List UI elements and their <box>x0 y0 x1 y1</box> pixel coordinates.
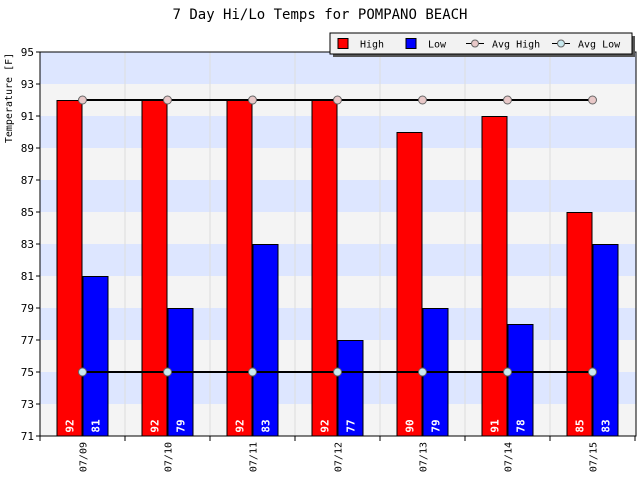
y-tick-label: 91 <box>21 110 34 123</box>
grid-band <box>40 116 636 148</box>
avg-low-point <box>588 367 597 377</box>
bar-label-low: 77 <box>345 419 358 432</box>
y-tick-label: 81 <box>21 270 34 283</box>
y-tick-label: 75 <box>21 366 34 379</box>
avg-low-point <box>418 367 427 377</box>
bar-label-high: 91 <box>489 419 502 433</box>
legend: High Low Avg High Avg Low <box>329 32 635 57</box>
legend-label: Avg Low <box>578 40 621 51</box>
bar-label-low: 83 <box>600 419 613 432</box>
avg-low-point <box>163 367 172 377</box>
bar-label-high: 92 <box>64 419 77 432</box>
avg-high-point <box>503 95 512 105</box>
bar-low <box>252 244 279 437</box>
x-tick-label: 07/13 <box>419 442 430 472</box>
bar-label-low: 83 <box>260 419 273 432</box>
bar-label-high: 85 <box>574 419 587 432</box>
legend-swatch <box>337 38 349 49</box>
bar-low <box>337 340 364 437</box>
avg-high-point <box>248 95 257 105</box>
avg-high-point <box>78 95 87 105</box>
avg-low-point <box>248 367 257 377</box>
x-tick-label: 07/12 <box>334 442 345 472</box>
average-lines <box>78 95 597 377</box>
bar-high <box>566 212 593 437</box>
bar-low <box>592 244 619 437</box>
bar-label-low: 78 <box>515 419 528 432</box>
bar-high <box>56 100 83 437</box>
bar-label-high: 92 <box>149 419 162 432</box>
avg-high-point <box>418 95 427 105</box>
bar-label-low: 79 <box>430 419 443 432</box>
avg-high-point <box>333 95 342 105</box>
avg-low-point <box>503 367 512 377</box>
y-tick-label: 73 <box>21 398 34 411</box>
bar-high <box>226 100 253 437</box>
x-tick-label: 07/09 <box>79 442 90 472</box>
grid-band <box>40 276 636 308</box>
y-tick-label: 95 <box>21 46 34 59</box>
bar-label-high: 90 <box>404 419 417 432</box>
y-axis-label: Temperature [F] <box>4 53 15 143</box>
y-tick-label: 77 <box>21 334 34 347</box>
grid <box>40 52 636 436</box>
bar-high <box>396 132 423 437</box>
grid-band <box>40 244 636 276</box>
bar-label-low: 79 <box>175 419 188 432</box>
x-tick-label: 07/15 <box>589 442 600 472</box>
grid-band <box>40 148 636 180</box>
bar-label-high: 92 <box>234 419 247 432</box>
legend-label: High <box>360 40 384 51</box>
avg-low-point <box>78 367 87 377</box>
legend-marker <box>557 39 565 48</box>
bar-low <box>507 324 534 437</box>
y-tick-label: 83 <box>21 238 34 251</box>
y-tick-label: 79 <box>21 302 34 315</box>
bar-label-high: 92 <box>319 419 332 432</box>
grid-band <box>40 52 636 84</box>
y-tick-label: 89 <box>21 142 34 155</box>
avg-high-point <box>588 95 597 105</box>
grid-band <box>40 180 636 212</box>
legend-marker <box>471 39 479 48</box>
y-tick-label: 85 <box>21 206 34 219</box>
y-tick-label: 71 <box>21 430 34 443</box>
legend-label: Low <box>428 40 447 51</box>
x-tick-label: 07/11 <box>249 442 260 472</box>
chart-title: 7 Day Hi/Lo Temps for POMPANO BEACH <box>172 7 467 23</box>
x-tick-label: 07/14 <box>504 442 515 472</box>
y-tick-label: 87 <box>21 174 34 187</box>
bar-label-low: 81 <box>90 419 103 433</box>
grid-band <box>40 212 636 244</box>
x-tick-label: 07/10 <box>164 442 175 472</box>
avg-high-point <box>163 95 172 105</box>
legend-swatch <box>405 38 417 49</box>
y-tick-label: 93 <box>21 78 34 91</box>
grid-band <box>40 308 636 340</box>
bar-low <box>82 276 109 437</box>
bar-high <box>481 116 508 437</box>
legend-label: Avg High <box>492 40 540 51</box>
avg-low-point <box>333 367 342 377</box>
bar-high <box>141 100 168 437</box>
bar-high <box>311 100 338 437</box>
